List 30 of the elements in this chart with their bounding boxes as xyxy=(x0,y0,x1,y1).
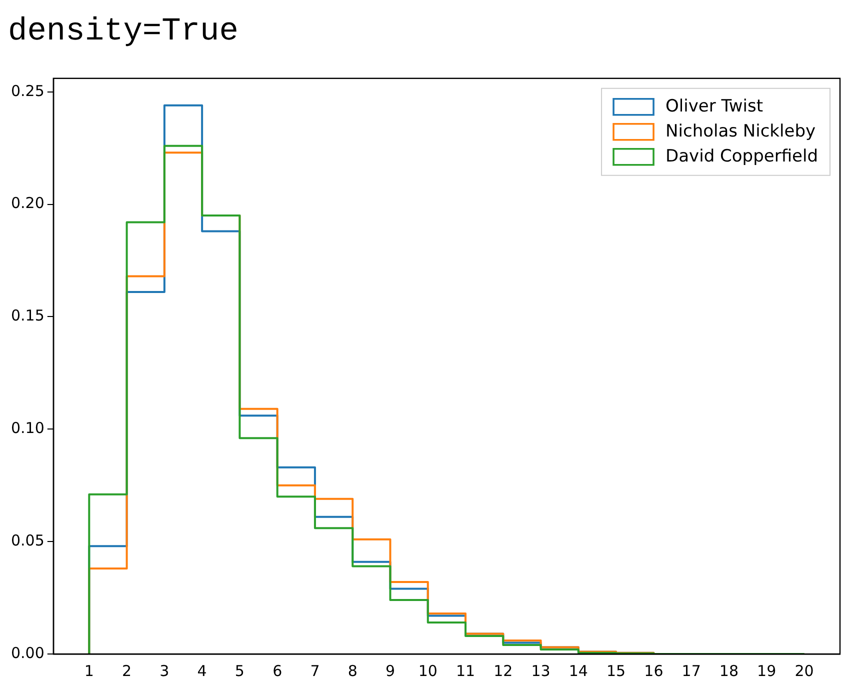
y-tick-label: 0.05 xyxy=(10,531,44,550)
x-tick-label: 15 xyxy=(606,662,626,680)
y-tick-label: 0.10 xyxy=(10,419,44,438)
x-tick-label: 9 xyxy=(385,662,396,680)
x-tick-label: 13 xyxy=(531,662,550,680)
y-tick-label: 0.00 xyxy=(10,644,44,662)
x-tick-label: 1 xyxy=(84,662,94,680)
x-tick-label: 14 xyxy=(568,662,588,680)
legend-label: Nicholas Nickleby xyxy=(666,121,816,142)
x-tick-label: 18 xyxy=(719,662,739,680)
legend-label: Oliver Twist xyxy=(666,96,764,116)
x-tick-label: 16 xyxy=(644,662,664,680)
y-tick-label: 0.20 xyxy=(10,194,44,212)
y-tick-label: 0.25 xyxy=(10,82,44,100)
x-tick-label: 4 xyxy=(197,662,207,680)
x-tick-label: 5 xyxy=(234,662,244,680)
x-tick-label: 11 xyxy=(456,662,476,680)
y-tick-label: 0.15 xyxy=(10,306,44,325)
x-tick-label: 19 xyxy=(757,662,776,680)
x-tick-label: 7 xyxy=(310,662,320,680)
x-tick-label: 8 xyxy=(348,662,358,680)
x-tick-label: 2 xyxy=(122,662,132,680)
x-tick-label: 3 xyxy=(160,662,170,680)
x-tick-label: 10 xyxy=(418,662,438,680)
x-tick-label: 12 xyxy=(494,662,513,680)
x-tick-label: 20 xyxy=(794,662,814,680)
x-tick-label: 17 xyxy=(682,662,701,680)
x-tick-label: 6 xyxy=(272,662,282,680)
legend-label: David Copperfield xyxy=(666,146,818,166)
chart-title: density=True xyxy=(8,12,238,50)
